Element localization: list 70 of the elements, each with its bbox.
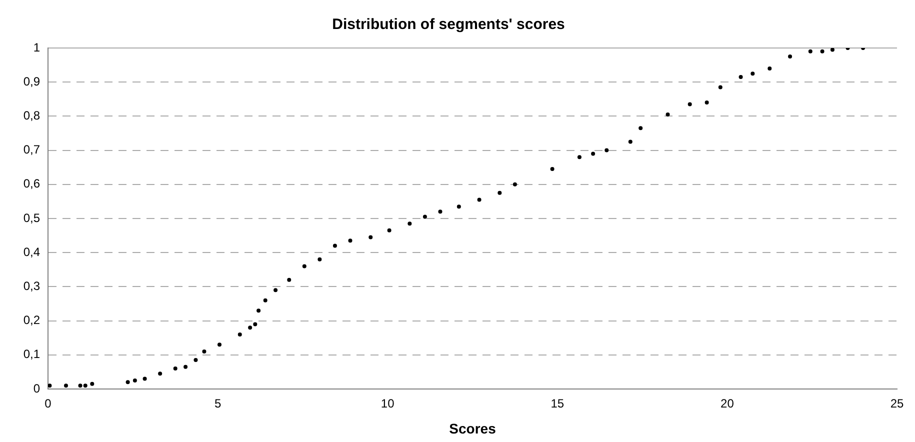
y-tick-label: 0,5: [23, 210, 40, 225]
point: [78, 384, 82, 388]
point: [132, 378, 137, 382]
point: [408, 222, 412, 226]
point: [422, 214, 427, 219]
point: [830, 48, 834, 52]
y-tick-label: 0,7: [23, 142, 40, 157]
point: [184, 364, 188, 369]
point: [577, 155, 582, 160]
point: [64, 384, 68, 388]
point: [202, 349, 206, 354]
point: [194, 358, 198, 362]
point: [142, 376, 147, 381]
x-axis-title: Scores: [449, 420, 496, 436]
point: [253, 322, 258, 326]
point: [477, 198, 482, 202]
y-tick-label: 0: [33, 381, 40, 396]
point: [302, 264, 306, 268]
point: [808, 49, 812, 54]
x-tick-label: 25: [890, 396, 904, 411]
point: [173, 366, 178, 371]
x-tick-label: 20: [720, 396, 734, 411]
x-tick-label: 10: [380, 396, 395, 411]
point: [90, 382, 94, 386]
point: [83, 384, 88, 388]
y-tick-label: 0,8: [23, 108, 40, 123]
y-tick-label: 1: [33, 40, 40, 54]
point: [718, 85, 722, 90]
chart-title: Distribution of segments' scores: [332, 16, 565, 34]
point: [738, 74, 743, 79]
point: [48, 384, 52, 388]
y-tick-label: 0,9: [23, 74, 40, 88]
point: [604, 148, 609, 152]
point: [248, 326, 252, 330]
y-tick-label: 0,2: [23, 313, 40, 328]
point: [456, 204, 461, 209]
point: [256, 308, 261, 313]
point: [158, 372, 162, 376]
point: [348, 238, 352, 243]
point: [498, 190, 502, 195]
point: [387, 228, 392, 232]
point: [368, 235, 373, 240]
point: [591, 152, 596, 156]
point: [438, 210, 442, 214]
point: [332, 244, 337, 248]
point: [750, 72, 755, 76]
point: [218, 342, 222, 347]
point: [550, 167, 554, 172]
point: [274, 288, 278, 292]
point: [318, 257, 322, 262]
x-tick-label: 0: [44, 396, 52, 411]
point: [126, 380, 130, 384]
point: [628, 140, 632, 144]
y-tick-label: 0,3: [23, 279, 40, 294]
point: [263, 298, 268, 302]
point: [704, 100, 709, 105]
point: [666, 112, 670, 116]
point: [768, 66, 772, 70]
point: [287, 278, 292, 282]
y-tick-label: 0,4: [23, 244, 40, 259]
y-tick-label: 0,6: [23, 176, 40, 191]
point: [820, 49, 824, 54]
y-tick-label: 0,1: [23, 347, 40, 362]
point: [512, 182, 517, 186]
x-tick-label: 15: [550, 396, 564, 411]
point: [788, 54, 792, 59]
point: [238, 332, 242, 336]
x-tick-label: 5: [214, 396, 222, 411]
point: [638, 126, 643, 130]
point: [688, 102, 692, 106]
